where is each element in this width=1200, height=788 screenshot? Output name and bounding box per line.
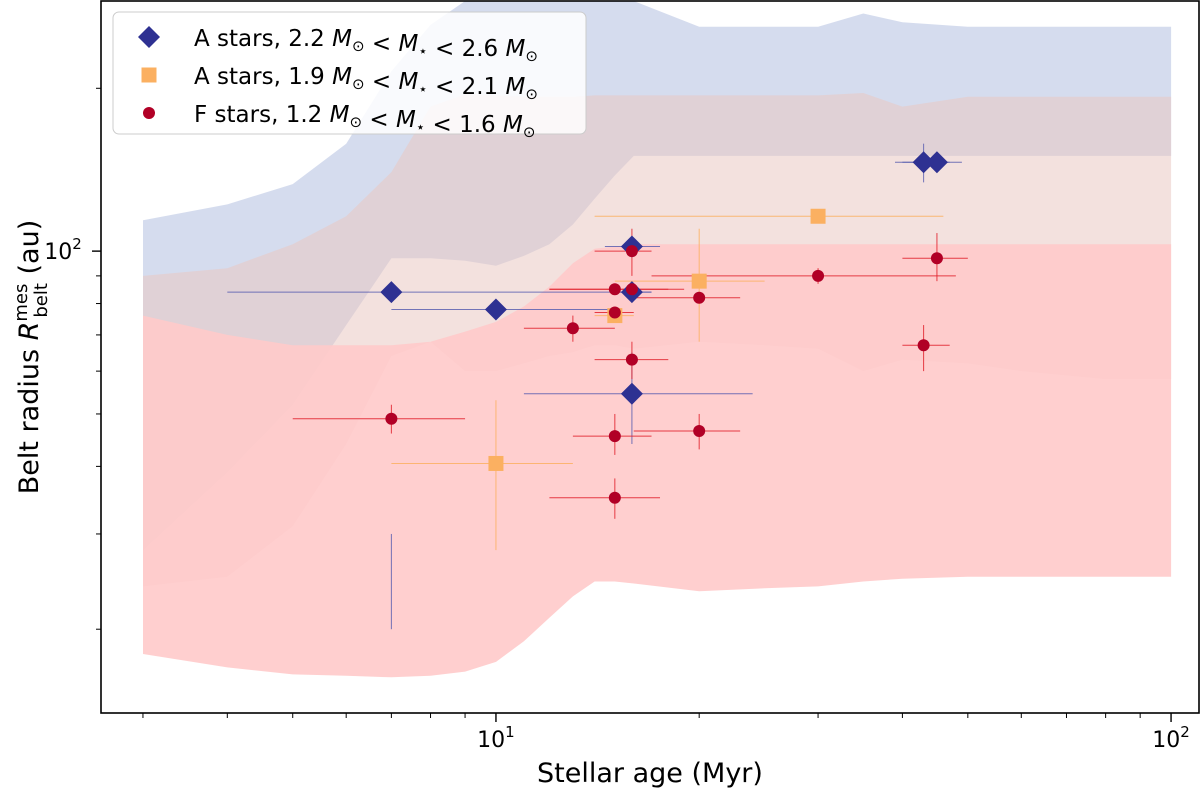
point-diamond-0 xyxy=(380,281,403,304)
point-circle-13 xyxy=(930,252,943,265)
y-axis-label-sup: mes xyxy=(11,284,32,322)
point-circle-5 xyxy=(608,491,621,504)
x-tick-label-1: 102 xyxy=(1152,723,1190,753)
point-diamond-4 xyxy=(620,382,643,405)
point-circle-11 xyxy=(812,269,825,282)
legend-label-2: F stars, 1.2 M⊙ < M⋆ < 1.6 M⊙ xyxy=(194,102,535,141)
point-diamond-6 xyxy=(925,151,948,174)
point-circle-1 xyxy=(566,322,579,335)
legend-label-1: A stars, 1.9 M⊙ < M⋆ < 2.1 M⊙ xyxy=(194,64,538,103)
y-axis-label: Belt radius Rmesbelt (au) xyxy=(11,220,52,495)
point-circle-10 xyxy=(693,291,706,304)
point-diamond-5 xyxy=(912,151,935,174)
y-axis-label-suffix: (au) xyxy=(14,220,45,283)
x-axis-label: Stellar age (Myr) xyxy=(537,758,763,788)
point-diamond-1 xyxy=(484,298,507,321)
tick-layer: 101 102 102 xyxy=(44,87,1190,753)
point-square-0 xyxy=(488,455,504,471)
legend-marker-square xyxy=(141,67,157,83)
legend-label-0: A stars, 2.2 M⊙ < M⋆ < 2.6 M⊙ xyxy=(194,26,538,65)
point-circle-7 xyxy=(625,245,638,258)
point-circle-8 xyxy=(625,353,638,366)
y-tick-label-0: 102 xyxy=(44,235,82,265)
legend-marker-diamond xyxy=(138,26,160,48)
x-tick-label-0: 101 xyxy=(477,723,515,753)
point-square-2 xyxy=(691,273,707,289)
legend-box xyxy=(112,11,587,135)
y-axis-label-symbol: R xyxy=(14,322,45,341)
marker-layer xyxy=(380,151,948,504)
point-circle-2 xyxy=(608,306,621,319)
point-circle-0 xyxy=(385,412,398,425)
plot-frame xyxy=(100,0,1200,714)
point-circle-3 xyxy=(608,283,621,296)
point-circle-6 xyxy=(625,283,638,296)
y-axis-label-sub: belt xyxy=(31,283,52,318)
y-axis-label-prefix: Belt radius xyxy=(14,340,45,494)
point-square-3 xyxy=(810,208,826,224)
legend: A stars, 2.2 M⊙ < M⋆ < 2.6 M⊙A stars, 1.… xyxy=(112,11,587,141)
point-circle-9 xyxy=(693,425,706,438)
band-3 xyxy=(143,244,1172,678)
legend-marker-circle xyxy=(143,107,155,119)
point-circle-4 xyxy=(608,430,621,443)
point-circle-12 xyxy=(917,339,930,352)
